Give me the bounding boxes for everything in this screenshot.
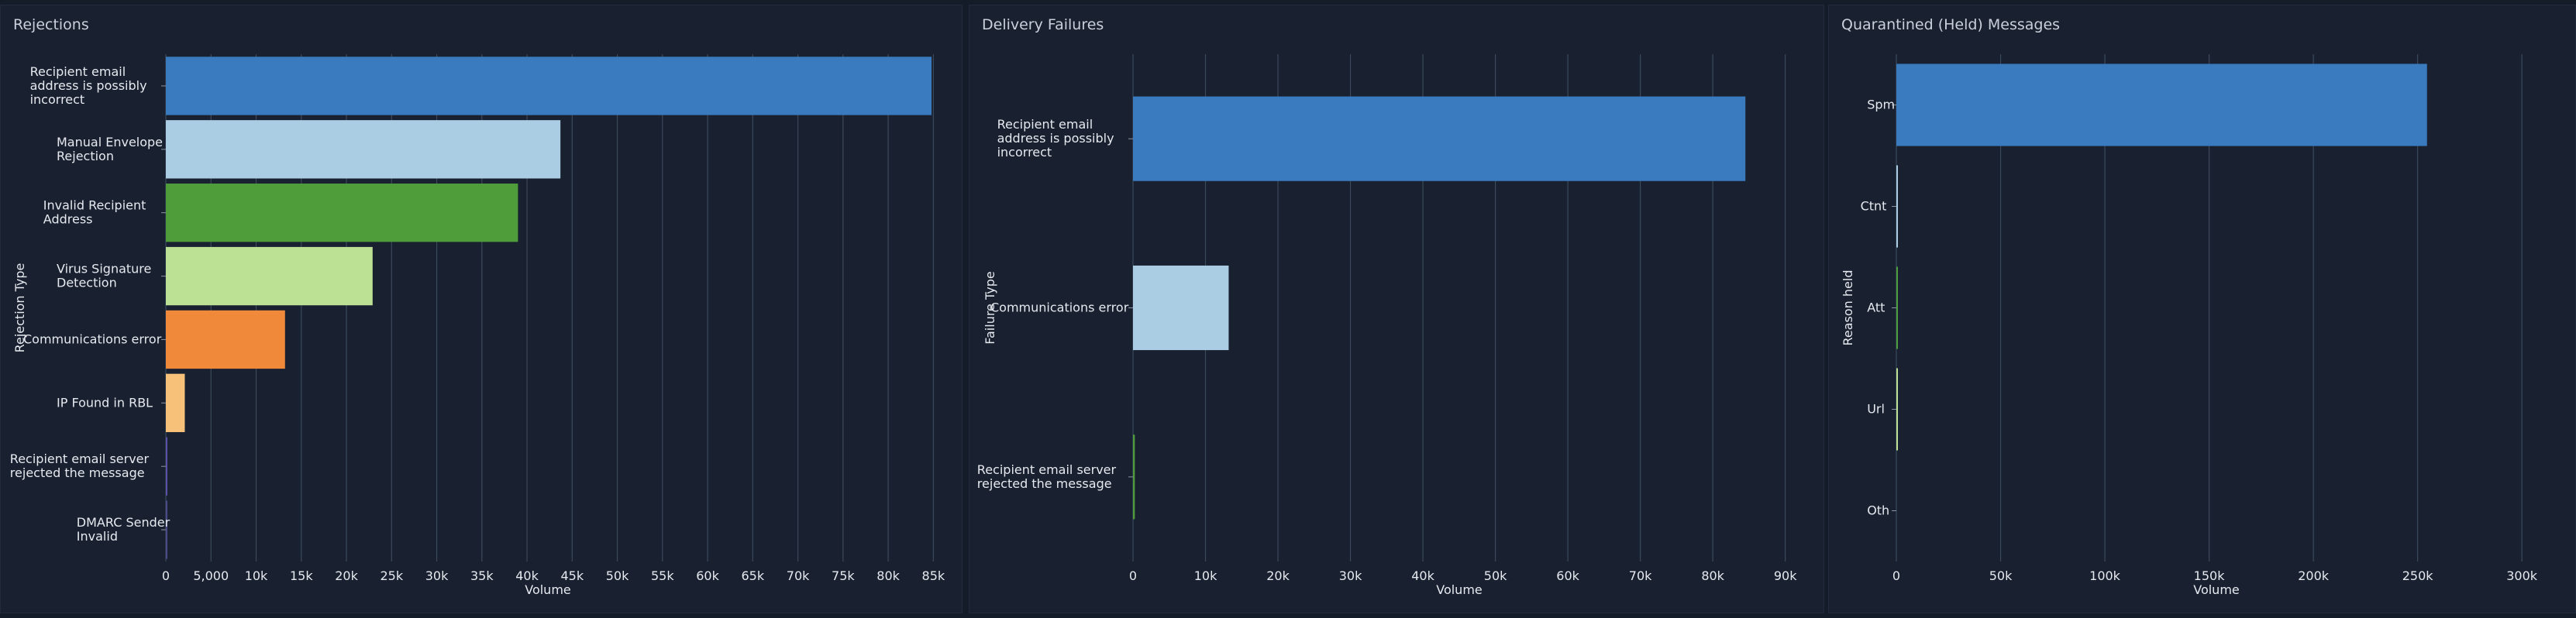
bar bbox=[1896, 368, 1898, 451]
x-tick-label: 70k bbox=[787, 568, 810, 583]
quarantined-chart: 0 50k 100k 150k 200k 250k 300k Spm Ctnt Att Url Oth… bbox=[1841, 54, 2538, 597]
category-label: Manual Envelope Rejection bbox=[57, 135, 163, 163]
bar bbox=[1896, 165, 1898, 248]
x-tick-label: 300k bbox=[2506, 568, 2538, 583]
category-label: IP Found in RBL bbox=[57, 395, 153, 410]
category-label: DMARC Sender Invalid bbox=[77, 515, 170, 544]
x-tick-label: 65k bbox=[742, 568, 765, 583]
x-tick-label: 150k bbox=[2194, 568, 2226, 583]
x-tick-label: 85k bbox=[922, 568, 945, 583]
x-axis-title: Volume bbox=[2193, 582, 2240, 597]
x-tick-label: 25k bbox=[380, 568, 403, 583]
x-tick-label: 60k bbox=[696, 568, 719, 583]
bar bbox=[166, 310, 285, 369]
x-tick-label: 50k bbox=[1989, 568, 2013, 583]
bar bbox=[166, 120, 561, 179]
bar bbox=[1133, 265, 1229, 351]
x-axis-title: Volume bbox=[1436, 582, 1483, 597]
y-axis-title: Rejection Type bbox=[12, 263, 27, 353]
category-label: Invalid Recipient Address bbox=[43, 198, 146, 227]
bar bbox=[166, 373, 185, 432]
x-axis-title: Volume bbox=[525, 582, 571, 597]
bar bbox=[166, 437, 167, 496]
x-tick-label: 80k bbox=[1701, 568, 1724, 583]
category-label: Att bbox=[1867, 300, 1885, 315]
y-axis-title: Failure Type bbox=[983, 271, 997, 344]
category-label: Recipient email address is possibly incorr… bbox=[997, 117, 1114, 160]
x-tick-label: 40k bbox=[1411, 568, 1434, 583]
quarantined-panel: Quarantined (Held) Messages 0 50k 100k 150k… bbox=[1828, 5, 2576, 613]
rejections-chart: 0 5,000 10k 15k 20k 25k 30k 35k 40k 45k 50k 55k 60k 6… bbox=[10, 54, 945, 597]
category-label: Recipient email server rejected the messa… bbox=[10, 451, 150, 480]
bar bbox=[166, 246, 373, 306]
x-tick-label: 10k bbox=[1194, 568, 1217, 583]
category-label: Oth bbox=[1867, 503, 1889, 518]
x-tick-label: 70k bbox=[1629, 568, 1652, 583]
delivery-failures-chart: 0 10k 20k 30k 40k 50k 60k 70k 80k 90k Recipient em… bbox=[977, 54, 1797, 597]
bar bbox=[1896, 266, 1898, 349]
x-tick-label: 250k bbox=[2402, 568, 2434, 583]
bar bbox=[166, 57, 932, 115]
delivery-failures-panel: Delivery Failures 0 10k 20k 30k 40k 50k 60k 70k… bbox=[969, 5, 1824, 613]
x-tick-label: 15k bbox=[290, 568, 313, 583]
category-label: Recipient email address is possibly incorr… bbox=[30, 64, 147, 107]
x-tick-label: 55k bbox=[651, 568, 674, 583]
x-tick-label: 50k bbox=[1484, 568, 1507, 583]
bar bbox=[1896, 64, 2427, 146]
bar bbox=[166, 184, 518, 242]
x-tick-label: 0 bbox=[1129, 568, 1137, 583]
y-axis-title: Reason held bbox=[1841, 270, 1855, 346]
x-tick-label: 45k bbox=[560, 568, 584, 583]
panel-title: Delivery Failures bbox=[982, 16, 1104, 33]
x-tick-label: 20k bbox=[1266, 568, 1290, 583]
x-tick-label: 200k bbox=[2298, 568, 2330, 583]
x-tick-label: 75k bbox=[832, 568, 855, 583]
x-tick-label: 20k bbox=[335, 568, 358, 583]
category-label: Ctnt bbox=[1861, 199, 1887, 214]
x-tick-label: 30k bbox=[425, 568, 449, 583]
panel-title: Rejections bbox=[13, 16, 89, 33]
x-tick-label: 10k bbox=[245, 568, 268, 583]
x-tick-label: 50k bbox=[606, 568, 629, 583]
rejections-panel: Rejections 0 5,000 10k 15k 20k 25k 30k 35k 40k 45… bbox=[0, 5, 963, 613]
x-tick-label: 0 bbox=[162, 568, 170, 583]
x-tick-label: 5,000 bbox=[193, 568, 229, 583]
bar bbox=[1133, 434, 1135, 520]
bar bbox=[166, 500, 167, 559]
x-tick-label: 100k bbox=[2089, 568, 2121, 583]
panel-title: Quarantined (Held) Messages bbox=[1841, 16, 2061, 33]
x-tick-label: 0 bbox=[1892, 568, 1900, 583]
x-tick-label: 40k bbox=[515, 568, 539, 583]
category-label: Virus Signature Detection bbox=[57, 262, 151, 290]
category-label: Communications error bbox=[23, 331, 162, 346]
bar bbox=[1133, 96, 1746, 181]
category-label: Url bbox=[1867, 402, 1885, 417]
category-label: Recipient email server rejected the messa… bbox=[977, 462, 1117, 491]
x-tick-label: 60k bbox=[1556, 568, 1579, 583]
x-tick-label: 30k bbox=[1339, 568, 1362, 583]
x-tick-label: 80k bbox=[876, 568, 900, 583]
category-label: Spm bbox=[1867, 98, 1895, 112]
x-tick-label: 90k bbox=[1774, 568, 1797, 583]
x-tick-label: 35k bbox=[470, 568, 494, 583]
category-label: Communications error bbox=[990, 300, 1129, 315]
